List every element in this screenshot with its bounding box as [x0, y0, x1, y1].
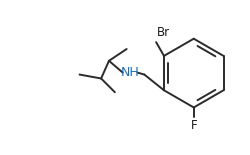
Text: NH: NH: [121, 66, 140, 79]
Text: Br: Br: [157, 26, 170, 39]
Text: F: F: [190, 119, 197, 132]
